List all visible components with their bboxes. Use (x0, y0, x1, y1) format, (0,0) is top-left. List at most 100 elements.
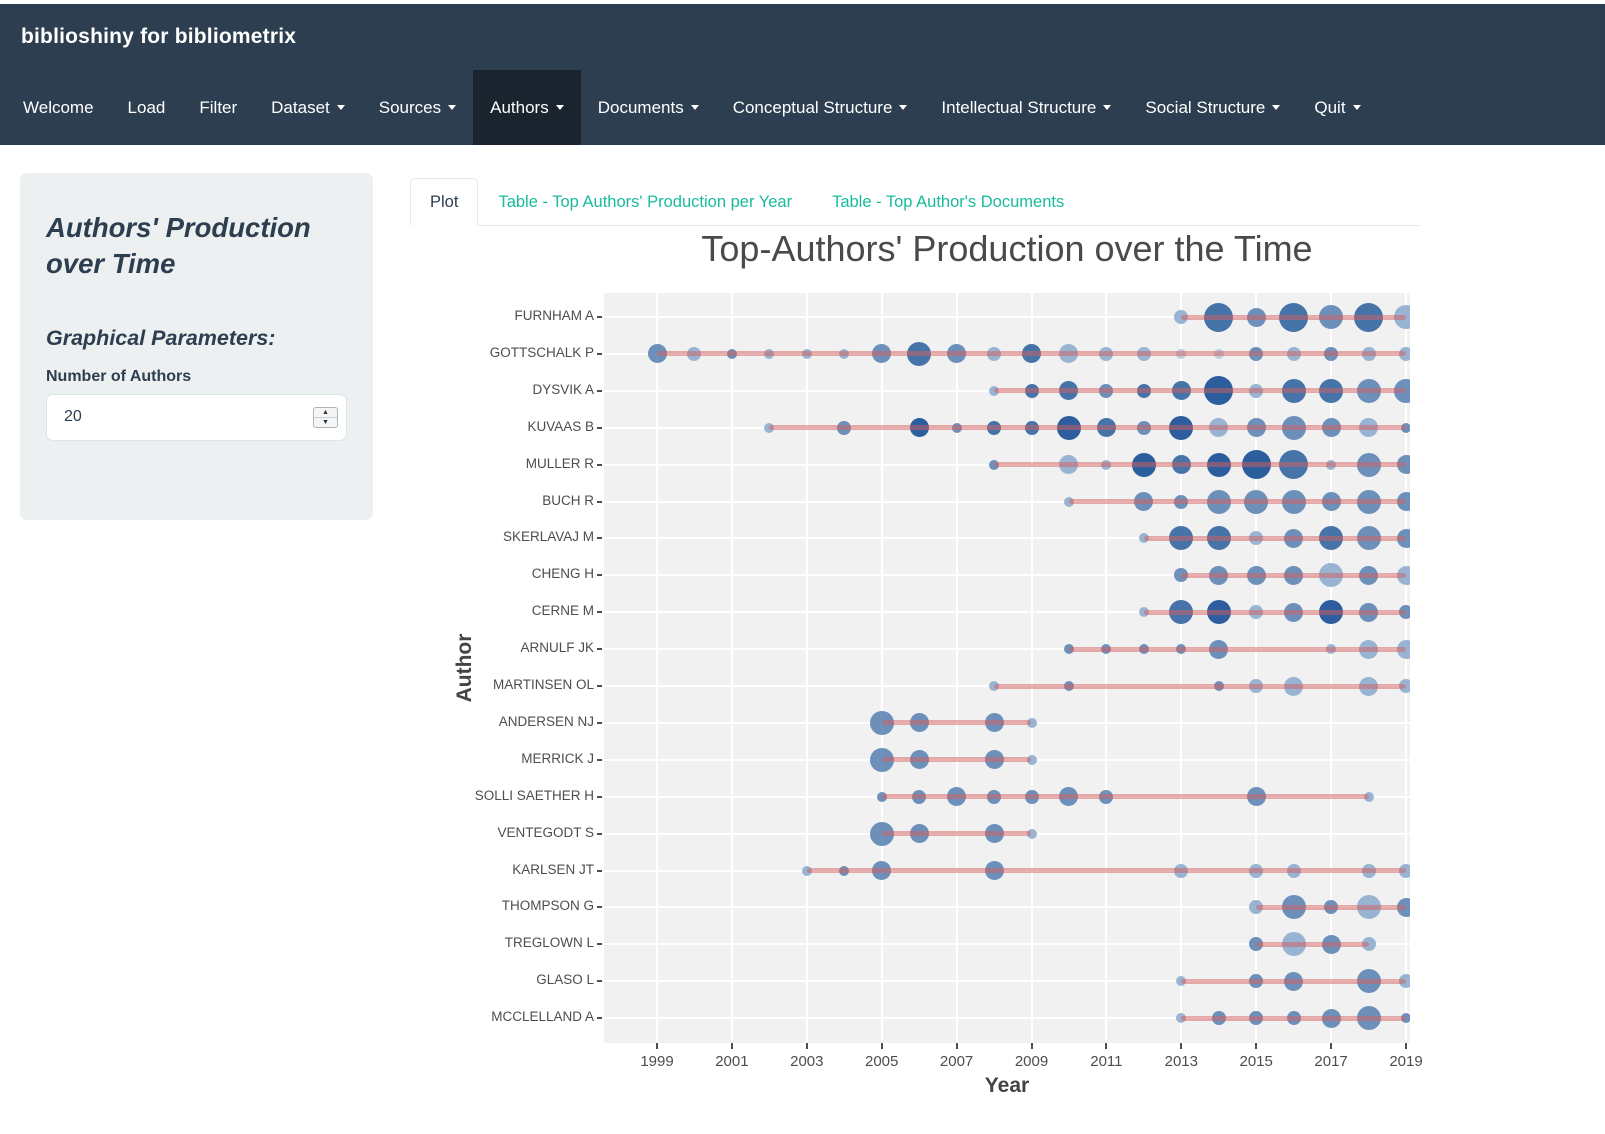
timeline-line (657, 351, 1406, 357)
data-bubble[interactable] (1026, 754, 1037, 765)
nav-item-dataset[interactable]: Dataset (254, 70, 362, 145)
chevron-down-icon (448, 105, 457, 110)
nav-item-label: Intellectual Structure (941, 97, 1097, 117)
nav-item-label: Quit (1314, 97, 1346, 117)
timeline-line (881, 794, 1369, 800)
graphical-parameters-heading: Graphical Parameters: (46, 325, 276, 350)
number-of-authors-input[interactable] (46, 393, 347, 441)
nav-item-quit[interactable]: Quit (1297, 70, 1377, 145)
y-axis-tick (597, 943, 602, 946)
y-axis-label: SKERLAVAJ M (502, 529, 594, 545)
stepper-up-icon[interactable]: ▲ (314, 408, 337, 418)
y-axis-tick (597, 869, 602, 872)
navbar: biblioshiny for bibliometrix Welcome Load… (0, 4, 1605, 145)
gridline-horizontal (604, 537, 1410, 540)
gridline-vertical (656, 293, 658, 1043)
data-bubble[interactable] (1026, 717, 1037, 728)
timeline-line (1256, 904, 1406, 910)
x-axis-tick (880, 1043, 883, 1049)
data-bubble[interactable] (1361, 937, 1376, 952)
gridline-horizontal (604, 316, 1410, 318)
timeline-line (994, 462, 1406, 468)
chevron-down-icon (1272, 105, 1281, 110)
gridline-vertical (1180, 293, 1183, 1043)
chevron-down-icon (899, 105, 908, 110)
number-of-authors-field: ▲ ▼ (46, 393, 347, 441)
nav-item-filter[interactable]: Filter (182, 70, 254, 145)
nav-item-label: Sources (378, 97, 442, 117)
gridline-horizontal (604, 980, 1410, 983)
timeline-line (1143, 609, 1406, 615)
number-stepper[interactable]: ▲ ▼ (313, 406, 338, 428)
y-axis-label: BUCH R (542, 492, 594, 508)
timeline-line (1181, 1015, 1406, 1021)
nav-item-sources[interactable]: Sources (362, 70, 473, 145)
x-axis-label: 2005 (865, 1053, 899, 1070)
x-axis-tick (1330, 1043, 1333, 1049)
nav-item-label: Authors (490, 97, 549, 117)
nav-item-authors[interactable]: Authors (473, 70, 581, 145)
timeline-line (769, 425, 1406, 431)
number-of-authors-label: Number of Authors (46, 367, 192, 385)
tab-table-top-authors-production-per-year[interactable]: Table - Top Authors' Production per Year (498, 192, 793, 211)
x-axis-tick (1405, 1043, 1407, 1049)
tab-plot[interactable]: Plot (410, 178, 479, 226)
timeline-line (1181, 572, 1406, 578)
y-axis-tick (597, 721, 602, 724)
y-axis-tick (597, 389, 602, 392)
y-axis-tick (597, 611, 602, 614)
y-axis-tick (597, 648, 602, 651)
gridline-vertical (730, 293, 733, 1043)
nav-item-documents[interactable]: Documents (581, 70, 716, 145)
data-bubble[interactable] (1363, 791, 1374, 802)
gridline-vertical (880, 293, 883, 1043)
tab-table-top-author-s-documents[interactable]: Table - Top Author's Documents (832, 192, 1065, 211)
nav-item-label: Dataset (271, 97, 330, 117)
chevron-down-icon (1103, 105, 1112, 110)
nav-item-welcome[interactable]: Welcome (6, 70, 111, 145)
timeline-line (1143, 535, 1406, 541)
x-axis-tick (955, 1043, 958, 1049)
y-axis-label: TREGLOWN L (504, 935, 594, 951)
gridline-horizontal (604, 648, 1410, 651)
sidebar-panel: Authors' Production over Time Graphical … (20, 173, 373, 520)
y-axis-tick (597, 426, 602, 429)
y-axis-tick (597, 500, 602, 503)
y-axis-tick (597, 316, 602, 318)
main-content: Plot Table - Top Authors' Production per … (410, 178, 1423, 1131)
nav-item-load[interactable]: Load (111, 70, 183, 145)
gridline-vertical (1105, 293, 1108, 1043)
plot-area (604, 293, 1410, 1043)
x-axis-label: 2011 (1090, 1053, 1123, 1070)
timeline-line (1181, 314, 1406, 320)
x-axis-label: 2001 (715, 1053, 749, 1070)
timeline-line (881, 831, 1032, 837)
x-axis-tick (656, 1043, 658, 1049)
x-axis-label: 2019 (1389, 1053, 1423, 1070)
x-axis-label: 2003 (790, 1053, 824, 1070)
y-axis-label: GLASO L (536, 972, 594, 988)
y-axis-tick (597, 980, 602, 983)
gridline-horizontal (604, 943, 1410, 946)
data-bubble[interactable] (1026, 828, 1037, 839)
gridline-vertical (805, 293, 808, 1043)
stepper-down-icon[interactable]: ▼ (322, 418, 329, 426)
timeline-line (994, 683, 1406, 689)
timeline-line (1256, 941, 1369, 947)
nav-item-intellectual-structure[interactable]: Intellectual Structure (924, 70, 1128, 145)
y-axis-tick (597, 906, 602, 909)
nav-item-label: Welcome (23, 97, 94, 117)
timeline-line (806, 868, 1406, 873)
x-axis-tick (730, 1043, 733, 1049)
x-axis-tick (1030, 1043, 1033, 1049)
chevron-down-icon (336, 105, 345, 110)
timeline-line (1181, 978, 1406, 984)
nav-item-conceptual-structure[interactable]: Conceptual Structure (716, 70, 925, 145)
y-axis-tick (597, 352, 602, 355)
nav-item-label: Social Structure (1145, 97, 1266, 117)
panel-title: Authors' Production over Time (46, 212, 311, 279)
timeline-line (881, 720, 1032, 726)
y-axis-label: CERNE M (531, 603, 594, 619)
nav-item-social-structure[interactable]: Social Structure (1128, 70, 1297, 145)
chevron-down-icon (690, 105, 699, 110)
